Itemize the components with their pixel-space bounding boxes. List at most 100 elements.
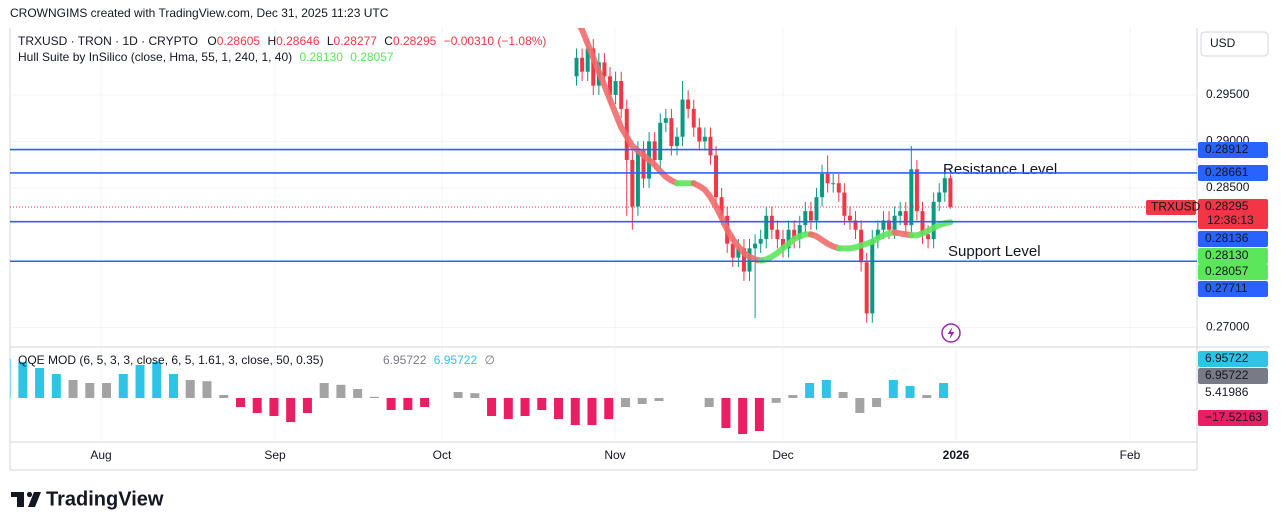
candle-body [635, 150, 640, 207]
candle-body [663, 118, 668, 123]
qqe-bar [922, 395, 932, 398]
qqe-bar [68, 380, 78, 398]
qqe-bar [269, 398, 279, 416]
candle-body [870, 239, 875, 314]
level-label-box [1198, 231, 1268, 247]
x-tick-label: Dec [772, 448, 793, 462]
candle-body [903, 211, 908, 226]
qqe-pane [10, 359, 949, 434]
x-tick-label: Feb [1120, 448, 1141, 462]
candle-body [741, 248, 746, 272]
logo: TradingView [11, 488, 164, 510]
x-tick-label: Oct [433, 448, 452, 462]
qqe-bar [51, 374, 61, 398]
candle-body [658, 122, 663, 161]
qqe-bar [219, 395, 229, 398]
candle-body [914, 169, 919, 212]
qqe-bar [403, 398, 413, 410]
candle-body [931, 201, 936, 240]
candle-body [613, 80, 618, 95]
qqe-bar [85, 383, 95, 398]
qqe-bar [336, 384, 346, 398]
qqe-bar [470, 393, 480, 398]
candle-body [786, 229, 791, 249]
candle-body [836, 183, 841, 193]
qqe-bar [905, 386, 915, 398]
candle-body [926, 234, 931, 240]
currency-box[interactable] [1200, 31, 1269, 57]
alert-icon[interactable] [941, 323, 961, 343]
countdown: 12:36:13 [1207, 213, 1254, 227]
qqe-axis-label-box [1198, 385, 1268, 401]
qqe-bar [35, 368, 45, 398]
candle-body [674, 136, 679, 147]
candle-body [920, 211, 925, 235]
candle-body [875, 229, 880, 240]
candle-body [898, 211, 903, 216]
candle-body [680, 99, 685, 137]
level-label-box [1198, 281, 1268, 297]
y-tick-label: 0.28500 [1206, 180, 1250, 194]
qqe-axis-label-box [1198, 351, 1268, 367]
currency[interactable]: USD [1210, 36, 1236, 50]
hull-label: 0.28057 [1205, 264, 1249, 278]
qqe-bar [353, 389, 363, 398]
candle-body [803, 211, 808, 226]
candle-body [769, 215, 774, 230]
qqe-bar [386, 398, 396, 410]
candle-body [881, 220, 886, 230]
qqe-bar [18, 362, 28, 398]
annotation: Support Level [948, 243, 1041, 260]
hull-line [690, 180, 764, 264]
candle-body [892, 215, 897, 230]
candle-body [686, 99, 691, 109]
qqe-bar [754, 398, 764, 431]
candle-body [775, 229, 780, 240]
price-pane [574, 28, 954, 323]
hull-label: 0.28130 [1205, 248, 1249, 262]
qqe-bar [152, 362, 162, 398]
last-price-box [1198, 199, 1268, 229]
level-label-box [1198, 165, 1268, 181]
qqe-bar [587, 398, 597, 425]
level-label: 0.27711 [1205, 281, 1248, 295]
x-tick-label: 2026 [943, 448, 970, 462]
candle-body [669, 118, 674, 147]
candle-body [909, 169, 914, 226]
qqe-legend: QQE MOD (6, 5, 3, 3, close, 6, 5, 1.61, … [18, 353, 323, 367]
qqe-bar [537, 398, 547, 410]
qqe-bar [453, 392, 463, 398]
qqe-bar [102, 383, 112, 398]
x-tick-label: Nov [604, 448, 625, 462]
ohlc-value: 0.28277 [334, 34, 378, 48]
qqe-bar [620, 398, 630, 407]
qqe-bar [487, 398, 497, 416]
candle-body [764, 215, 769, 240]
ohlc-label: C [384, 34, 393, 48]
alert-bolt[interactable] [947, 327, 955, 339]
candle-body [619, 80, 624, 109]
hull-line [577, 28, 680, 187]
candle-body [842, 192, 847, 216]
candle-body [864, 262, 869, 314]
qqe-bar [637, 398, 647, 404]
header: CROWNGIMS created with TradingView.com, … [10, 6, 389, 20]
logo-shape [28, 492, 41, 507]
hull-legend: Hull Suite by InSilico (close, Hma, 55, … [18, 50, 394, 64]
qqe-bar [788, 395, 798, 398]
candle-body [591, 48, 596, 86]
candle-body [808, 211, 813, 221]
symbol-legend: TRXUSD · TRON · 1D · CRYPTO O0.28605 H0.… [18, 34, 546, 48]
candle-body [814, 197, 819, 221]
candle-body [608, 76, 613, 95]
candle-body [736, 248, 741, 258]
qqe-axis-label: 5.41986 [1205, 385, 1249, 399]
candle-body [702, 136, 707, 142]
level-label-box [1198, 142, 1268, 158]
qqe-bar [420, 398, 430, 407]
hull-value: 0.28057 [350, 50, 394, 64]
qqe-bar [554, 398, 564, 419]
qqe-bar [520, 398, 530, 416]
symbol-tag: TRXUSD [1151, 200, 1201, 214]
